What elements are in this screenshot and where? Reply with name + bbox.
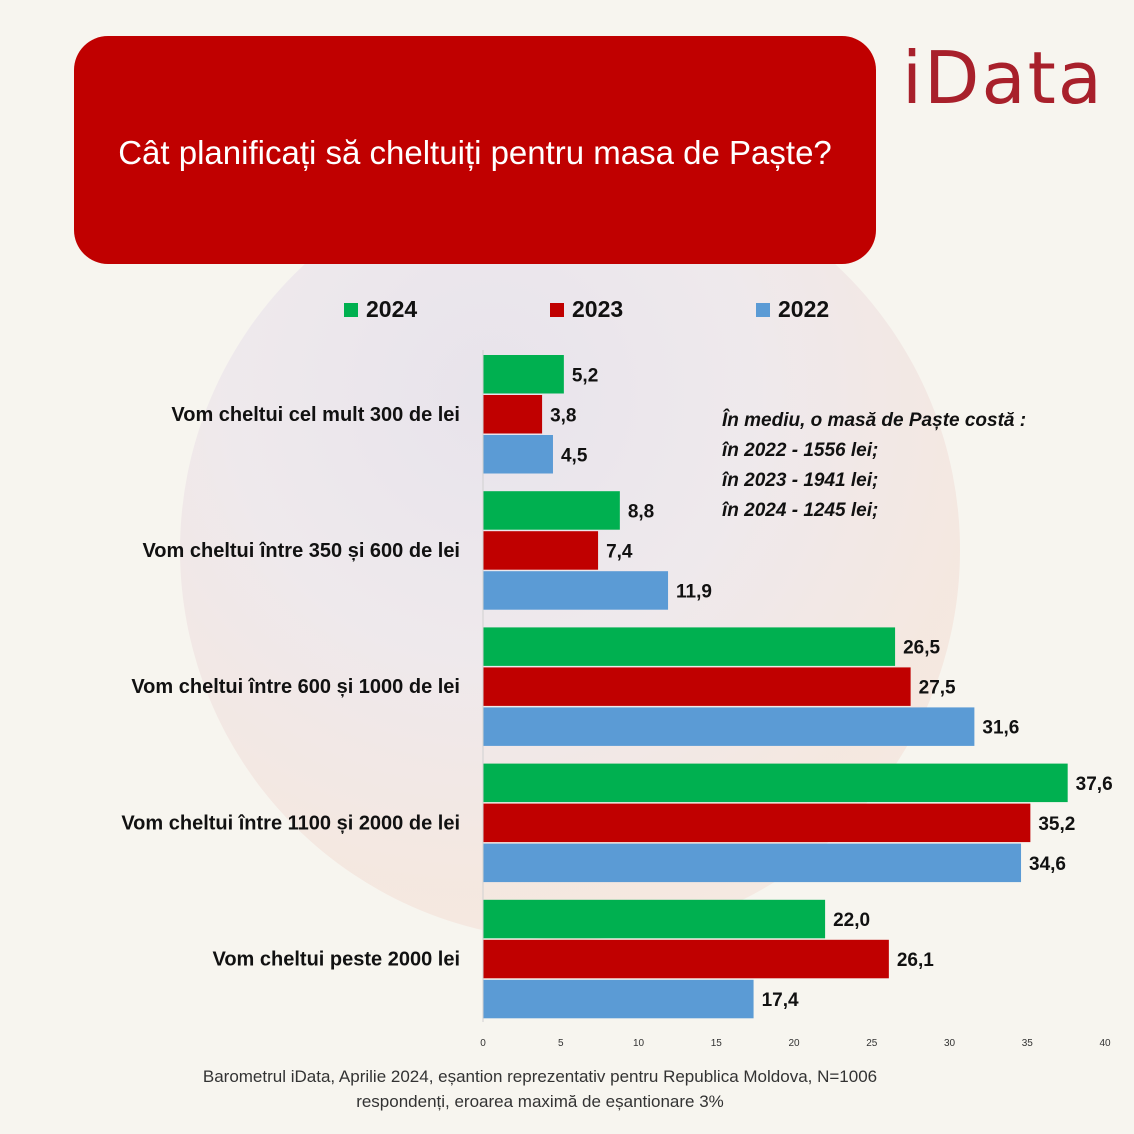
chart-title: Cât planificați să cheltuiți pentru masa…	[118, 133, 832, 171]
category-labels: Vom cheltui cel mult 300 de lei Vom chelt…	[121, 404, 460, 971]
legend-item-2023: 2023	[550, 296, 623, 323]
bar-2023	[483, 531, 599, 570]
value-label: 34,6	[1029, 854, 1066, 875]
x-tick-label: 0	[480, 1038, 486, 1049]
footer-line: Barometrul iData, Aprilie 2024, eșantion…	[202, 1067, 878, 1086]
bar-2022	[483, 435, 553, 474]
bar-2024	[483, 763, 1068, 803]
footer-line: respondenți, eroarea maximă de eșantiona…	[356, 1092, 724, 1111]
footer-source: Barometrul iData, Aprilie 2024, eșantion…	[100, 1064, 980, 1114]
legend-swatch-2022	[756, 302, 770, 317]
bar-2022	[483, 707, 975, 746]
value-label: 26,1	[897, 950, 934, 971]
bar-2023	[483, 803, 1031, 843]
note-line: în 2022 - 1556 lei;	[722, 440, 879, 461]
legend-item-2024: 2024	[344, 296, 417, 323]
value-label: 4,5	[561, 445, 588, 466]
value-label: 37,6	[1076, 774, 1113, 795]
x-tick-label: 5	[558, 1038, 564, 1049]
value-label: 7,4	[606, 541, 633, 562]
value-label: 11,9	[676, 581, 712, 602]
note-line: În mediu, o masă de Paște costă :	[722, 410, 1027, 431]
x-tick-label: 10	[633, 1038, 645, 1049]
bar-2023	[483, 939, 889, 979]
category-label: Vom cheltui între 1100 și 2000 de lei	[121, 812, 460, 834]
bar-2022	[483, 571, 669, 610]
value-label: 3,8	[550, 405, 576, 426]
idata-logo: iData	[902, 36, 1104, 120]
legend: 2024 2023 2022	[0, 296, 1134, 326]
bar-2024	[483, 491, 620, 530]
x-tick-label: 30	[944, 1038, 956, 1049]
value-label: 8,8	[628, 501, 654, 522]
legend-label-2022: 2022	[778, 296, 830, 322]
x-tick-label: 20	[788, 1038, 800, 1049]
x-tick-label: 35	[1022, 1038, 1034, 1049]
bars	[483, 355, 1068, 1019]
value-labels: 5,2 3,8 4,5 8,8 7,4 11,9 26,5 27,5 31,6 37,635,2 3…	[550, 365, 1113, 1011]
value-label: 26,5	[903, 638, 940, 659]
average-cost-note: În mediu, o masă de Paște costă : în 202…	[722, 406, 1026, 526]
value-label: 35,2	[1038, 814, 1075, 835]
value-label: 31,6	[982, 718, 1019, 739]
legend-label-2024: 2024	[366, 296, 418, 322]
bar-2022	[483, 979, 754, 1019]
note-line: în 2024 - 1245 lei;	[722, 500, 879, 521]
value-label: 27,5	[919, 678, 956, 699]
bar-2024	[483, 627, 896, 666]
x-tick-label: 25	[866, 1038, 878, 1049]
bar-2023	[483, 395, 543, 434]
legend-swatch-2024	[344, 302, 358, 317]
x-axis: 0 5 10 15 20 25 30 35 40	[480, 350, 1111, 1049]
legend-item-2022: 2022	[756, 296, 829, 323]
legend-label-2023: 2023	[572, 296, 624, 322]
category-label: Vom cheltui între 600 și 1000 de lei	[131, 676, 460, 698]
x-tick-label: 40	[1099, 1038, 1111, 1049]
bar-2023	[483, 667, 911, 706]
bar-2022	[483, 843, 1022, 883]
category-label: Vom cheltui peste 2000 lei	[212, 949, 460, 971]
bar-2024	[483, 899, 826, 939]
note-line: în 2023 - 1941 lei;	[722, 470, 879, 491]
category-label: Vom cheltui cel mult 300 de lei	[171, 404, 460, 426]
legend-swatch-2023	[550, 302, 564, 317]
value-label: 17,4	[762, 990, 799, 1011]
value-label: 5,2	[572, 365, 598, 386]
category-label: Vom cheltui între 350 și 600 de lei	[142, 540, 460, 562]
bar-2024	[483, 355, 564, 394]
x-tick-label: 15	[711, 1038, 723, 1049]
title-banner: Cât planificați să cheltuiți pentru masa…	[74, 36, 876, 264]
value-label: 22,0	[833, 910, 870, 931]
